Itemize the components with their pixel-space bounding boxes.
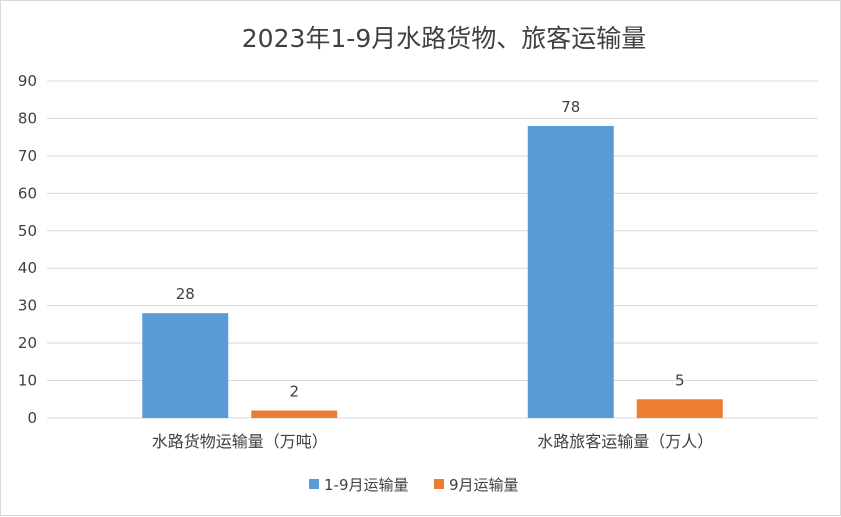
category-label: 水路旅客运输量（万人） <box>537 432 713 451</box>
data-label: 78 <box>561 98 580 116</box>
y-tick-label: 10 <box>18 372 37 390</box>
y-tick-label: 80 <box>18 109 37 127</box>
y-tick-label: 50 <box>18 222 37 240</box>
data-label: 5 <box>675 371 685 389</box>
data-label: 28 <box>176 285 195 303</box>
legend-label: 1-9月运输量 <box>324 476 409 494</box>
bar-september <box>636 399 723 418</box>
category-label: 水路货物运输量（万吨） <box>152 432 328 451</box>
y-tick-label: 30 <box>18 297 37 315</box>
legend-swatch <box>434 479 444 489</box>
chart-title: 2023年1-9月水路货物、旅客运输量 <box>242 24 646 53</box>
y-tick-label: 60 <box>18 184 37 202</box>
y-tick-label: 0 <box>27 409 37 427</box>
bar-cumulative <box>142 313 229 418</box>
bar-cumulative <box>527 125 614 418</box>
y-tick-label: 70 <box>18 147 37 165</box>
y-tick-label: 20 <box>18 334 37 352</box>
y-tick-label: 40 <box>18 259 37 277</box>
legend-label: 9月运输量 <box>449 476 519 494</box>
legend-swatch <box>309 479 319 489</box>
y-tick-label: 90 <box>18 72 37 90</box>
data-label: 2 <box>289 383 299 401</box>
legend: 1-9月运输量 9月运输量 <box>309 476 519 494</box>
y-axis-ticks: 0 10 20 30 40 50 60 70 80 90 <box>18 72 37 427</box>
x-axis-categories: 水路货物运输量（万吨） 水路旅客运输量（万人） <box>152 432 714 451</box>
bars <box>142 125 723 418</box>
bar-september <box>251 410 338 418</box>
data-labels: 28 2 78 5 <box>176 98 685 401</box>
